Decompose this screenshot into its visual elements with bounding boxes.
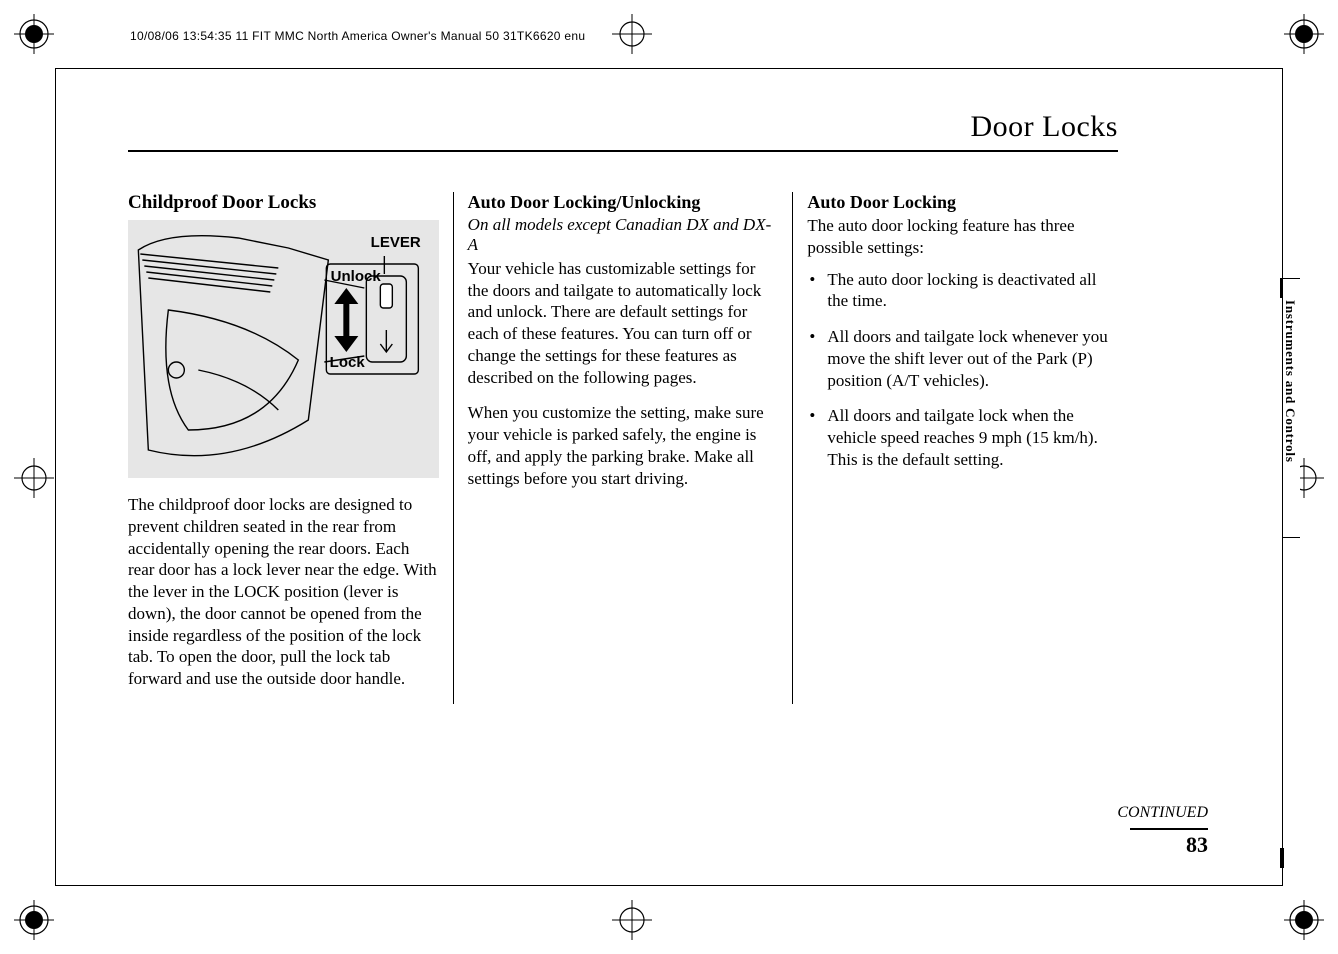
illus-label-lock: Lock xyxy=(330,354,365,371)
list-item: The auto door locking is deactivated all… xyxy=(807,269,1118,313)
col3-list: The auto door locking is deactivated all… xyxy=(807,269,1118,471)
title-rule: Door Locks xyxy=(128,110,1118,152)
col1-heading: Childproof Door Locks xyxy=(128,192,439,214)
list-item: All doors and tailgate lock when the veh… xyxy=(807,405,1118,470)
columns: Childproof Door Locks xyxy=(128,192,1118,704)
column-2: Auto Door Locking/Unlocking On all model… xyxy=(453,192,793,704)
registration-mark-br xyxy=(1284,900,1324,940)
col2-note: On all models except Canadian DX and DX-… xyxy=(468,215,779,256)
col2-heading: Auto Door Locking/Unlocking xyxy=(468,192,779,213)
column-3: Auto Door Locking The auto door locking … xyxy=(792,192,1118,704)
page-title: Door Locks xyxy=(971,110,1118,143)
print-header: 10/08/06 13:54:35 11 FIT MMC North Ameri… xyxy=(130,29,585,43)
crop-target-left xyxy=(14,458,54,498)
registration-mark-bl xyxy=(14,900,54,940)
door-lock-svg xyxy=(128,220,439,478)
page-number: 83 xyxy=(1186,832,1208,858)
col2-p1: Your vehicle has customizable settings f… xyxy=(468,258,779,389)
list-item: All doors and tailgate lock whenever you… xyxy=(807,326,1118,391)
column-1: Childproof Door Locks xyxy=(128,192,453,704)
col3-heading: Auto Door Locking xyxy=(807,192,1118,213)
col1-body: The childproof door locks are designed t… xyxy=(128,494,439,690)
page-number-rule xyxy=(1130,828,1208,830)
col2-p2: When you customize the setting, make sur… xyxy=(468,402,779,489)
crop-target-top xyxy=(612,14,652,54)
col3-intro: The auto door locking feature has three … xyxy=(807,215,1118,259)
crop-target-bottom xyxy=(612,900,652,940)
illus-label-unlock: Unlock xyxy=(331,268,381,285)
registration-mark-tl xyxy=(14,14,54,54)
registration-mark-tr xyxy=(1284,14,1324,54)
continued-label: CONTINUED xyxy=(1117,804,1208,822)
section-tab-text: Instruments and Controls xyxy=(1282,300,1298,463)
illus-label-lever: LEVER xyxy=(371,234,421,251)
childproof-illustration: LEVER Unlock Lock xyxy=(128,220,439,478)
page-content: Door Locks Childproof Door Locks xyxy=(128,110,1118,704)
